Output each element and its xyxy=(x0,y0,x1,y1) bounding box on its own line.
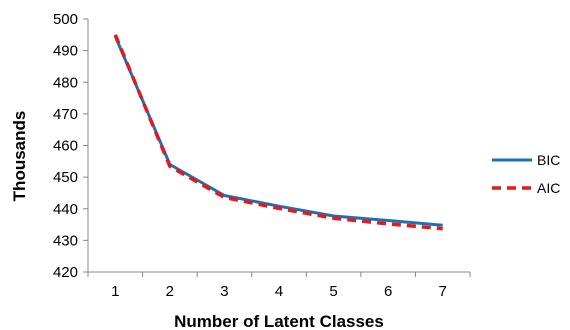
x-axis-title: Number of Latent Classes xyxy=(174,312,384,330)
y-tick-label: 430 xyxy=(53,232,78,249)
x-tick-label: 5 xyxy=(329,283,337,300)
x-tick-label: 7 xyxy=(439,283,447,300)
y-tick-label: 480 xyxy=(53,74,78,91)
x-tick-label: 6 xyxy=(384,283,392,300)
y-tick-label: 470 xyxy=(53,106,78,123)
series-line-bic xyxy=(113,35,443,227)
y-tick-label: 450 xyxy=(53,169,78,186)
y-tick-label: 460 xyxy=(53,138,78,155)
y-tick-label: 490 xyxy=(53,43,78,60)
y-axis-title: Thousands xyxy=(10,111,29,202)
legend-label-bic: BIC xyxy=(537,152,560,168)
x-tick-label: 1 xyxy=(111,283,119,300)
y-tick-label: 440 xyxy=(53,201,78,218)
legend-label-aic: AIC xyxy=(537,180,560,196)
y-tick-label: 420 xyxy=(53,264,78,281)
x-tick-label: 4 xyxy=(275,283,283,300)
x-tick-label: 3 xyxy=(220,283,228,300)
x-tick-label: 2 xyxy=(166,283,174,300)
series-line-aic xyxy=(113,34,443,231)
y-tick-label: 500 xyxy=(53,11,78,28)
